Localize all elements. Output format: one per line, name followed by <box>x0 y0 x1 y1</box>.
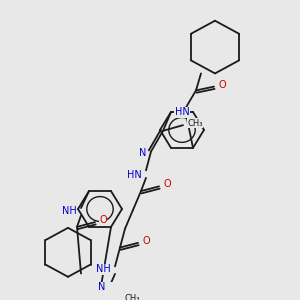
Text: CH₃: CH₃ <box>124 294 140 300</box>
Text: N: N <box>139 148 147 158</box>
Text: NH: NH <box>96 264 110 274</box>
Text: N: N <box>98 282 106 292</box>
Text: CH₃: CH₃ <box>187 119 203 128</box>
Text: O: O <box>99 215 107 225</box>
Text: NH: NH <box>61 206 76 216</box>
Text: O: O <box>142 236 150 246</box>
Text: O: O <box>218 80 226 90</box>
Text: HN: HN <box>175 107 189 117</box>
Text: O: O <box>163 179 171 190</box>
Text: HN: HN <box>127 170 141 180</box>
